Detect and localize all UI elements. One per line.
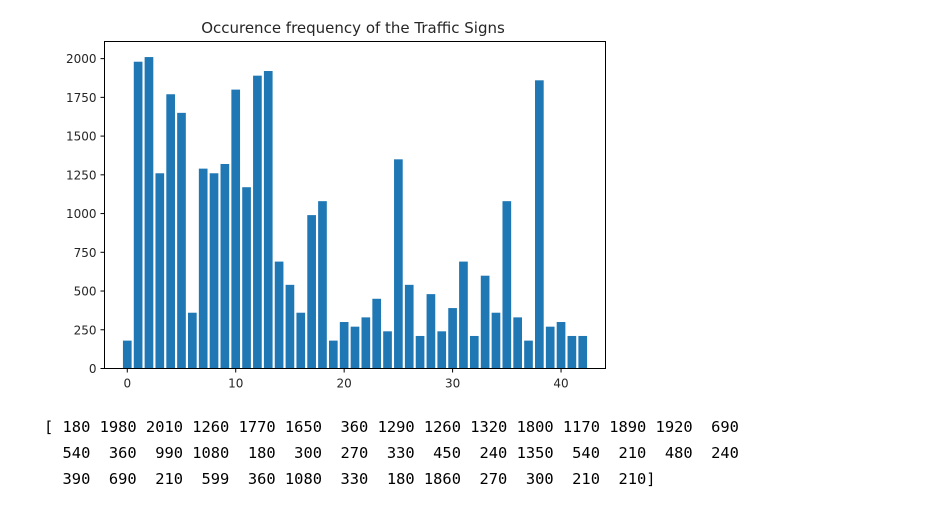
bars-group bbox=[122, 57, 588, 369]
x-tick-label: 0 bbox=[123, 377, 131, 391]
bar bbox=[415, 335, 425, 369]
bar bbox=[404, 284, 414, 369]
bar bbox=[285, 284, 295, 369]
bar-chart: Occurence frequency of the Traffic Signs… bbox=[66, 19, 606, 391]
bar bbox=[383, 331, 392, 369]
bar bbox=[469, 335, 479, 369]
bar bbox=[122, 340, 132, 369]
bar bbox=[318, 201, 327, 369]
bar bbox=[209, 173, 219, 369]
bar bbox=[535, 80, 544, 369]
output-line: 540 360 990 1080 180 300 270 330 450 240… bbox=[44, 444, 739, 462]
y-tick-label: 0 bbox=[89, 362, 97, 376]
bar bbox=[350, 326, 360, 369]
x-tick-label: 10 bbox=[228, 377, 243, 391]
bar bbox=[177, 112, 186, 369]
bar bbox=[166, 94, 175, 369]
bar bbox=[198, 168, 208, 369]
bar bbox=[188, 312, 197, 369]
y-tick-label: 500 bbox=[74, 285, 97, 299]
y-axis: 0 250 500 750 1000 1250 1500 1750 2000 bbox=[66, 52, 105, 376]
x-axis: 0 10 20 30 40 bbox=[123, 368, 569, 391]
bar bbox=[328, 340, 338, 369]
plot-area-frame bbox=[104, 41, 606, 369]
bar bbox=[242, 187, 251, 369]
bar bbox=[155, 173, 165, 369]
output-line: 390 690 210 599 360 1080 330 180 1860 27… bbox=[44, 470, 656, 488]
y-tick-label: 1250 bbox=[66, 168, 97, 182]
bar bbox=[231, 89, 241, 369]
bar bbox=[372, 298, 382, 369]
bar bbox=[491, 312, 501, 369]
bar bbox=[556, 322, 566, 369]
bar bbox=[513, 317, 522, 369]
y-tick-label: 250 bbox=[74, 323, 97, 337]
bar bbox=[307, 215, 316, 369]
bar bbox=[263, 71, 273, 369]
bar bbox=[545, 326, 555, 369]
bar bbox=[220, 163, 230, 369]
bar bbox=[133, 61, 143, 369]
bar bbox=[448, 308, 457, 369]
bar bbox=[502, 201, 512, 369]
bar bbox=[144, 57, 154, 369]
bar bbox=[567, 335, 577, 369]
bar bbox=[578, 335, 588, 369]
printed-array-output: [ 180 1980 2010 1260 1770 1650 360 1290 … bbox=[44, 414, 739, 492]
bar bbox=[437, 331, 447, 369]
bar bbox=[524, 340, 533, 369]
y-tick-label: 1500 bbox=[66, 130, 97, 144]
x-tick-label: 40 bbox=[553, 377, 568, 391]
bar bbox=[361, 317, 371, 369]
x-tick-label: 30 bbox=[445, 377, 460, 391]
y-tick-label: 750 bbox=[74, 246, 97, 260]
bar bbox=[339, 322, 349, 369]
bar bbox=[394, 159, 403, 369]
bar bbox=[480, 275, 490, 369]
y-tick-label: 1000 bbox=[66, 207, 97, 221]
bar bbox=[426, 294, 436, 369]
bar bbox=[296, 312, 306, 369]
y-tick-label: 1750 bbox=[66, 91, 97, 105]
bar bbox=[459, 261, 468, 369]
x-tick-label: 20 bbox=[337, 377, 352, 391]
chart-title: Occurence frequency of the Traffic Signs bbox=[201, 19, 505, 37]
y-tick-label: 2000 bbox=[66, 52, 97, 66]
output-line: [ 180 1980 2010 1260 1770 1650 360 1290 … bbox=[44, 418, 739, 436]
bar bbox=[253, 75, 262, 369]
bar bbox=[274, 261, 284, 369]
